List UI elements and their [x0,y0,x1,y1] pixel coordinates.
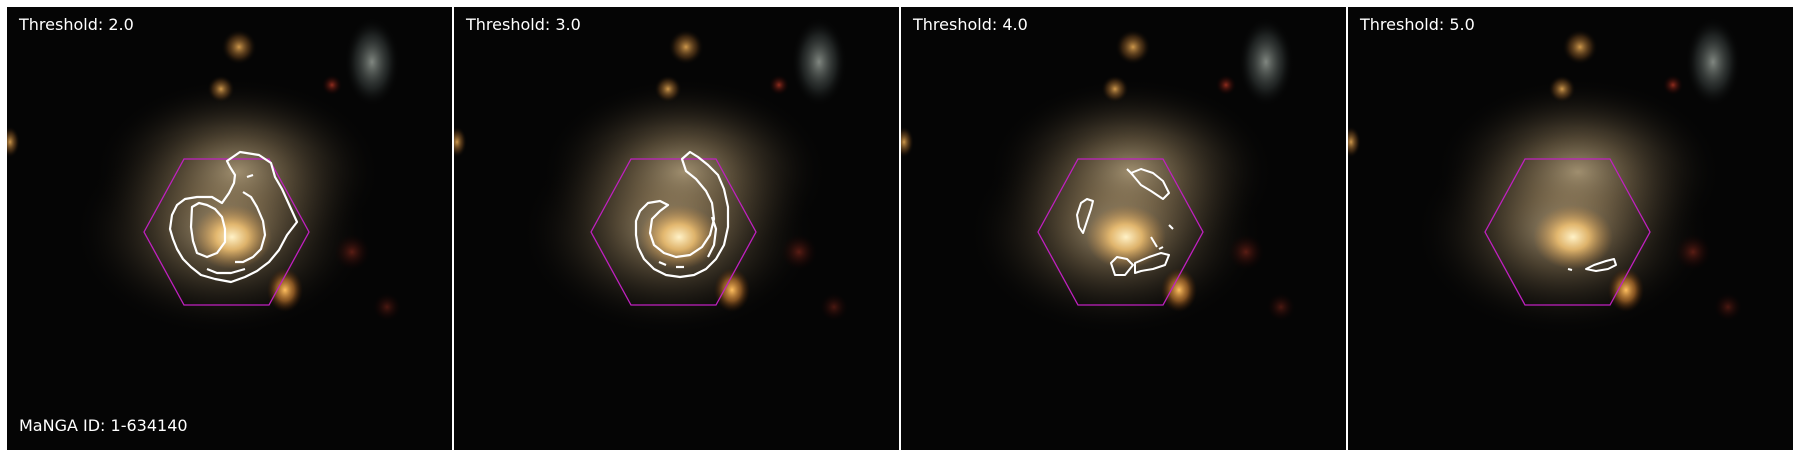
threshold-contour [634,150,730,279]
threshold-label: Threshold: 5.0 [1360,15,1475,34]
galaxy-image [1348,7,1793,450]
threshold-contour [1076,168,1174,276]
galaxy-image [454,7,899,450]
galaxy-image [7,7,452,450]
threshold-label: Threshold: 3.0 [466,15,581,34]
threshold-label: Threshold: 2.0 [19,15,134,34]
manga-id-label: MaNGA ID: 1-634140 [19,416,188,435]
threshold-contour [1567,258,1617,272]
galaxy-panel-threshold-4: Threshold: 4.0 [901,7,1346,450]
galaxy-panel-threshold-5: Threshold: 5.0 [1348,7,1793,450]
galaxy-panel-threshold-3: Threshold: 3.0 [454,7,899,450]
galaxy-image [901,7,1346,450]
threshold-contour [168,150,299,284]
threshold-label: Threshold: 4.0 [913,15,1028,34]
galaxy-panel-threshold-2: Threshold: 2.0 MaNGA ID: 1-634140 [7,7,452,450]
